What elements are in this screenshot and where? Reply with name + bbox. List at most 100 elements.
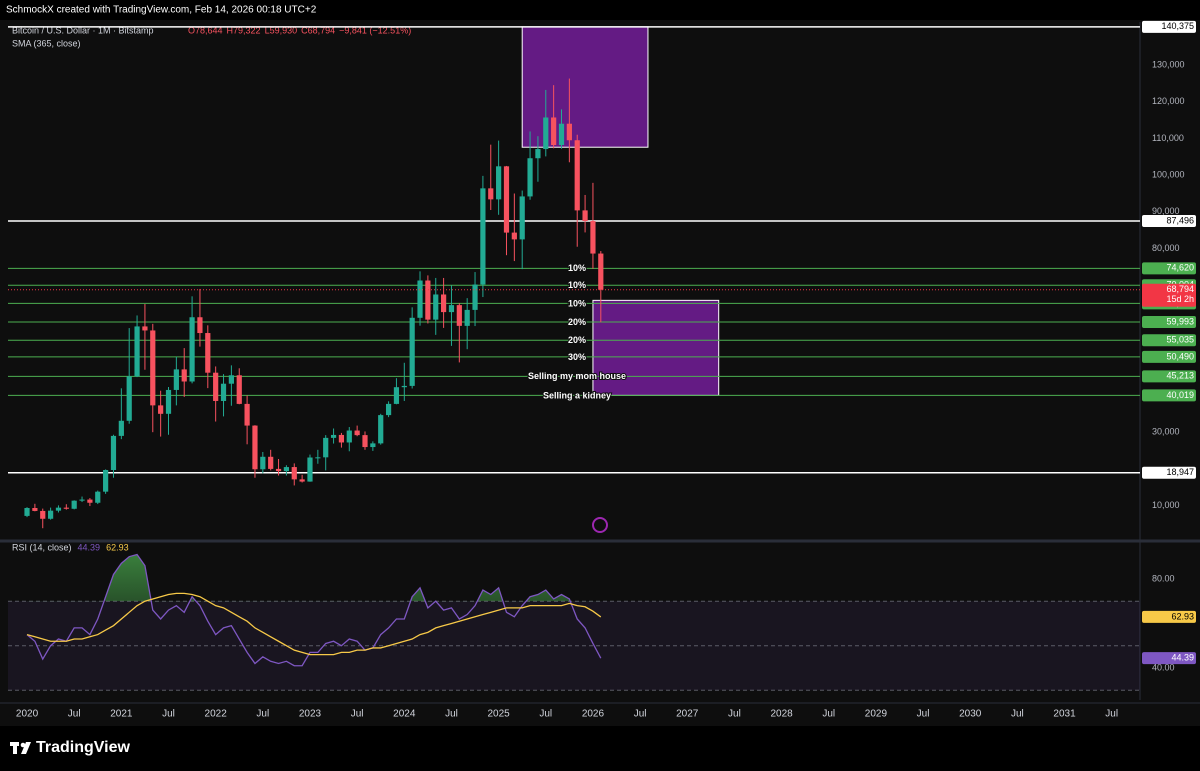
candle-body [55, 507, 62, 511]
x-tick-label: Jul [68, 709, 81, 720]
x-tick-label: Jul [162, 709, 175, 720]
last-price-tag-bg [1142, 283, 1196, 307]
level-tag-bg [1142, 370, 1196, 383]
replay-icon [592, 517, 608, 533]
level-tag-bg [1142, 215, 1196, 228]
candle-body [228, 375, 234, 384]
level-tag: 40,019 [1166, 390, 1194, 400]
candle-body [551, 117, 557, 146]
candle-body [543, 117, 549, 150]
x-tick-label: Jul [1011, 709, 1024, 720]
countdown: 15d 2h [1166, 294, 1194, 304]
logo-part [21, 742, 31, 754]
level-tag: 55,035 [1166, 335, 1194, 345]
rsi-y-tick-label: 80.00 [1152, 573, 1175, 583]
x-tick-label: Jul [728, 709, 741, 720]
candle-body [118, 420, 124, 436]
x-tick-label: Jul [634, 709, 647, 720]
y-tick-label: 120,000 [1152, 96, 1185, 106]
candle-body [519, 196, 525, 240]
candle-body [338, 434, 345, 443]
rsi-tag-bg [1142, 652, 1196, 665]
candle-body [220, 383, 227, 401]
level-tag-bg [1142, 316, 1196, 329]
candle-body [110, 435, 117, 471]
overbought-fill [27, 554, 601, 602]
candle-body [40, 510, 46, 519]
x-tick-label: Jul [822, 709, 835, 720]
candle-body [205, 333, 211, 373]
candle-body [488, 188, 494, 200]
candle-body [441, 294, 447, 313]
candle-body [24, 508, 30, 516]
y-tick-label: 100,000 [1152, 170, 1185, 180]
level-annotation: 10% [568, 298, 586, 308]
candle-body [527, 158, 533, 197]
range-box [521, 26, 649, 148]
rsi-y-tick-label: 40.00 [1152, 662, 1175, 672]
candle-body [464, 309, 470, 326]
candle-body [197, 317, 203, 334]
candle-body [189, 317, 195, 382]
candle-body [378, 415, 384, 444]
candle-body [181, 369, 187, 382]
candle-body [213, 372, 219, 401]
rsi-line [26, 592, 602, 656]
candle-body [63, 507, 69, 509]
candle-body [307, 457, 313, 482]
x-tick-label: Jul [351, 709, 364, 720]
level-annotation: 10% [568, 280, 586, 290]
candle-body [433, 294, 439, 320]
level-annotation: 20% [568, 317, 586, 327]
candle-body [95, 491, 101, 503]
rsi-value: 44.39 [78, 542, 101, 552]
y-tick-label: 90,000 [1152, 206, 1180, 216]
level-tag: 45,213 [1166, 371, 1194, 381]
x-tick-label: Jul [917, 709, 930, 720]
candle-body [393, 387, 400, 404]
x-tick-label: 2022 [205, 709, 228, 720]
x-tick-label: 2027 [676, 709, 699, 720]
level-tag-bg [1142, 334, 1196, 347]
candle-body [126, 376, 132, 421]
logo-part [20, 742, 26, 748]
x-tick-label: Jul [1105, 709, 1118, 720]
candle-body [480, 188, 486, 285]
y-tick-label: 10,000 [1152, 500, 1180, 510]
candle-body [409, 317, 415, 386]
x-tick-label: 2026 [582, 709, 605, 720]
candle-body [268, 456, 274, 469]
candle-body [142, 326, 148, 331]
last-price-tag: 68,794 [1166, 284, 1194, 294]
candle-body [134, 326, 140, 377]
candle-body [574, 140, 580, 211]
candle-body [244, 403, 250, 426]
level-tag: 59,993 [1166, 316, 1194, 326]
logo-icon [10, 742, 31, 754]
candle-body [456, 305, 462, 326]
candle-body [503, 166, 510, 233]
level-tag: 50,490 [1166, 351, 1194, 361]
level-tag-bg [1142, 389, 1196, 402]
candle-body [48, 510, 54, 519]
rsi-ma-value: 62.93 [106, 542, 129, 552]
level-tag-bg [1142, 350, 1196, 363]
level-annotation: 30% [568, 352, 586, 362]
candle-body [535, 149, 541, 159]
x-tick-label: 2030 [959, 709, 982, 720]
candle-body [354, 430, 360, 436]
x-tick-label: 2020 [16, 709, 39, 720]
level-annotation: Selling my mom house [528, 371, 626, 381]
x-tick-label: 2029 [865, 709, 888, 720]
candle-body [496, 166, 502, 200]
x-tick-label: Jul [445, 709, 458, 720]
chart-title: Bitcoin / U.S. Dollar · 1M · Bitstamp [12, 25, 154, 35]
candle-body [582, 210, 588, 222]
candle-body [158, 405, 164, 414]
candle-body [275, 468, 282, 472]
candle-body [252, 425, 258, 470]
level-annotation: 10% [568, 263, 586, 273]
candle-body [590, 221, 596, 254]
rsi-tag: 62.93 [1171, 611, 1194, 621]
